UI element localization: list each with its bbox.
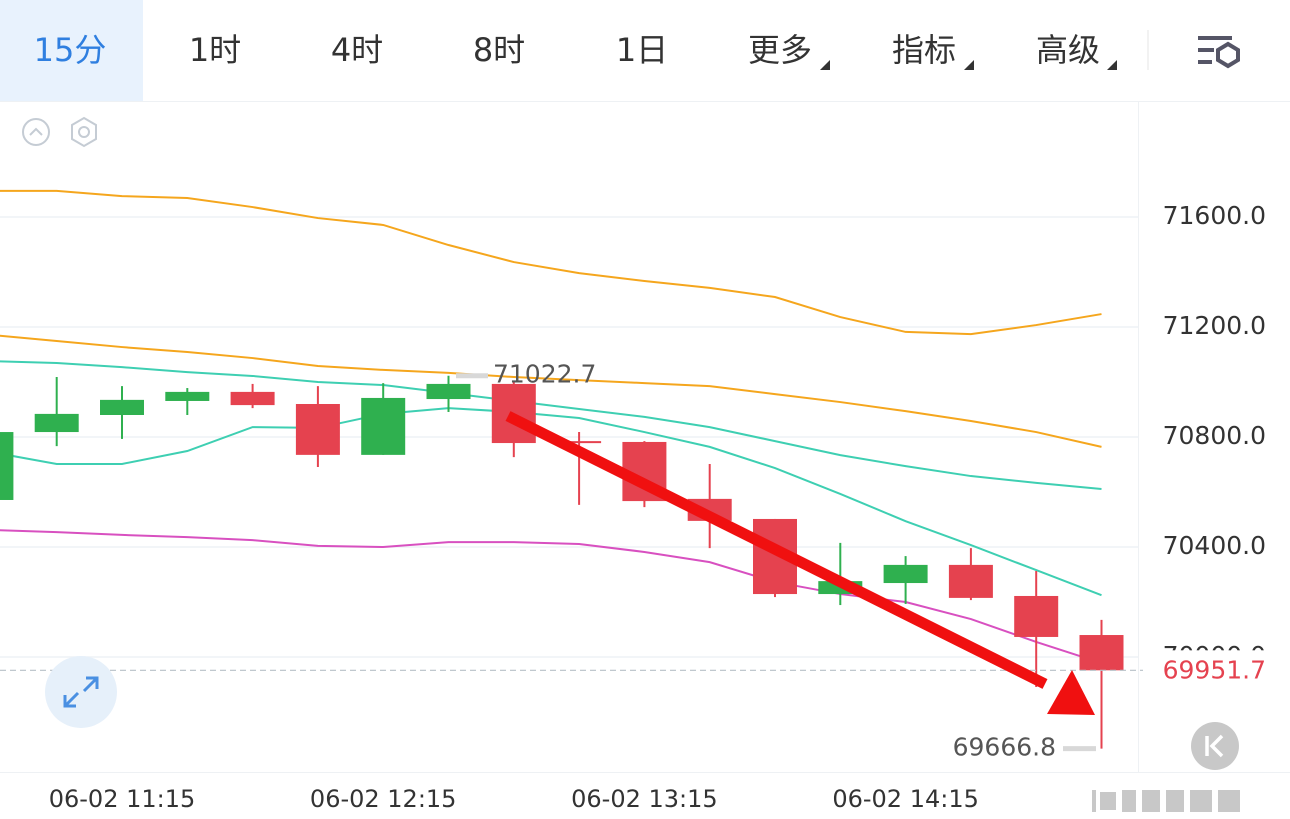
candle-body: [165, 391, 210, 401]
indicator-line: [0, 189, 1102, 336]
y-tick-label: 70800.0: [1163, 421, 1266, 450]
candle-body: [361, 397, 406, 455]
indicator-line: [0, 407, 1102, 597]
candle-body: [34, 413, 79, 433]
y-tick-label: 71600.0: [1163, 201, 1266, 230]
settings-hex[interactable]: [71, 116, 97, 148]
x-tick-label: 06-02 14:15: [832, 785, 979, 813]
expand-arrows: [63, 676, 99, 708]
reset-icon: [1205, 734, 1224, 758]
expand-button[interactable]: [45, 656, 117, 728]
dropdown-caret: [1107, 60, 1117, 70]
dropdown-caret: [820, 60, 830, 70]
tab-label[interactable]: 1时: [189, 31, 241, 69]
reset-button[interactable]: [1191, 722, 1239, 770]
last-price-box: [1143, 650, 1290, 691]
tab-label[interactable]: 高级: [1036, 31, 1100, 69]
collapse-chevron: [29, 127, 43, 136]
candle-body: [295, 403, 340, 455]
candle-body: [557, 441, 602, 444]
tab-label[interactable]: 更多: [748, 31, 812, 69]
tab-label[interactable]: 15分: [34, 31, 107, 69]
x-tick-label: 06-02 11:15: [49, 785, 196, 813]
watermark: [1092, 790, 1240, 812]
indicator-line: [0, 334, 1102, 448]
dropdown-caret: [964, 60, 974, 70]
settings-icon[interactable]: [1198, 36, 1240, 69]
candle-body: [948, 564, 993, 598]
tab-label[interactable]: 1日: [616, 31, 668, 69]
y-tick-label: 71200.0: [1163, 311, 1266, 340]
candle-body: [100, 399, 144, 415]
x-tick-label: 06-02 13:15: [571, 785, 718, 813]
candle-body: [1014, 595, 1059, 637]
indicator-line: [0, 529, 1102, 665]
candle-body: [1079, 635, 1124, 671]
tab-label[interactable]: 4时: [331, 31, 383, 69]
candle-body: [883, 564, 928, 584]
candle-body: [426, 383, 471, 400]
trend-arrow-head: [1047, 670, 1095, 715]
last-price-label: 69951.7: [1163, 655, 1266, 684]
max-label: 71022.7: [493, 360, 596, 389]
y-tick-label: 70400.0: [1163, 531, 1266, 560]
indicator-line: [0, 360, 1102, 490]
x-tick-label: 06-02 12:15: [310, 785, 457, 813]
tab-label[interactable]: 指标: [892, 31, 956, 69]
tab-label[interactable]: 8时: [473, 31, 525, 69]
collapse-icon[interactable]: [22, 118, 50, 146]
candle-body: [230, 391, 275, 406]
active-tab-bg: [0, 0, 143, 102]
min-label: 69666.8: [953, 733, 1056, 762]
settings-hex-dot: [78, 126, 90, 138]
candle-body: [0, 432, 14, 500]
trend-arrow: [505, 411, 1048, 689]
